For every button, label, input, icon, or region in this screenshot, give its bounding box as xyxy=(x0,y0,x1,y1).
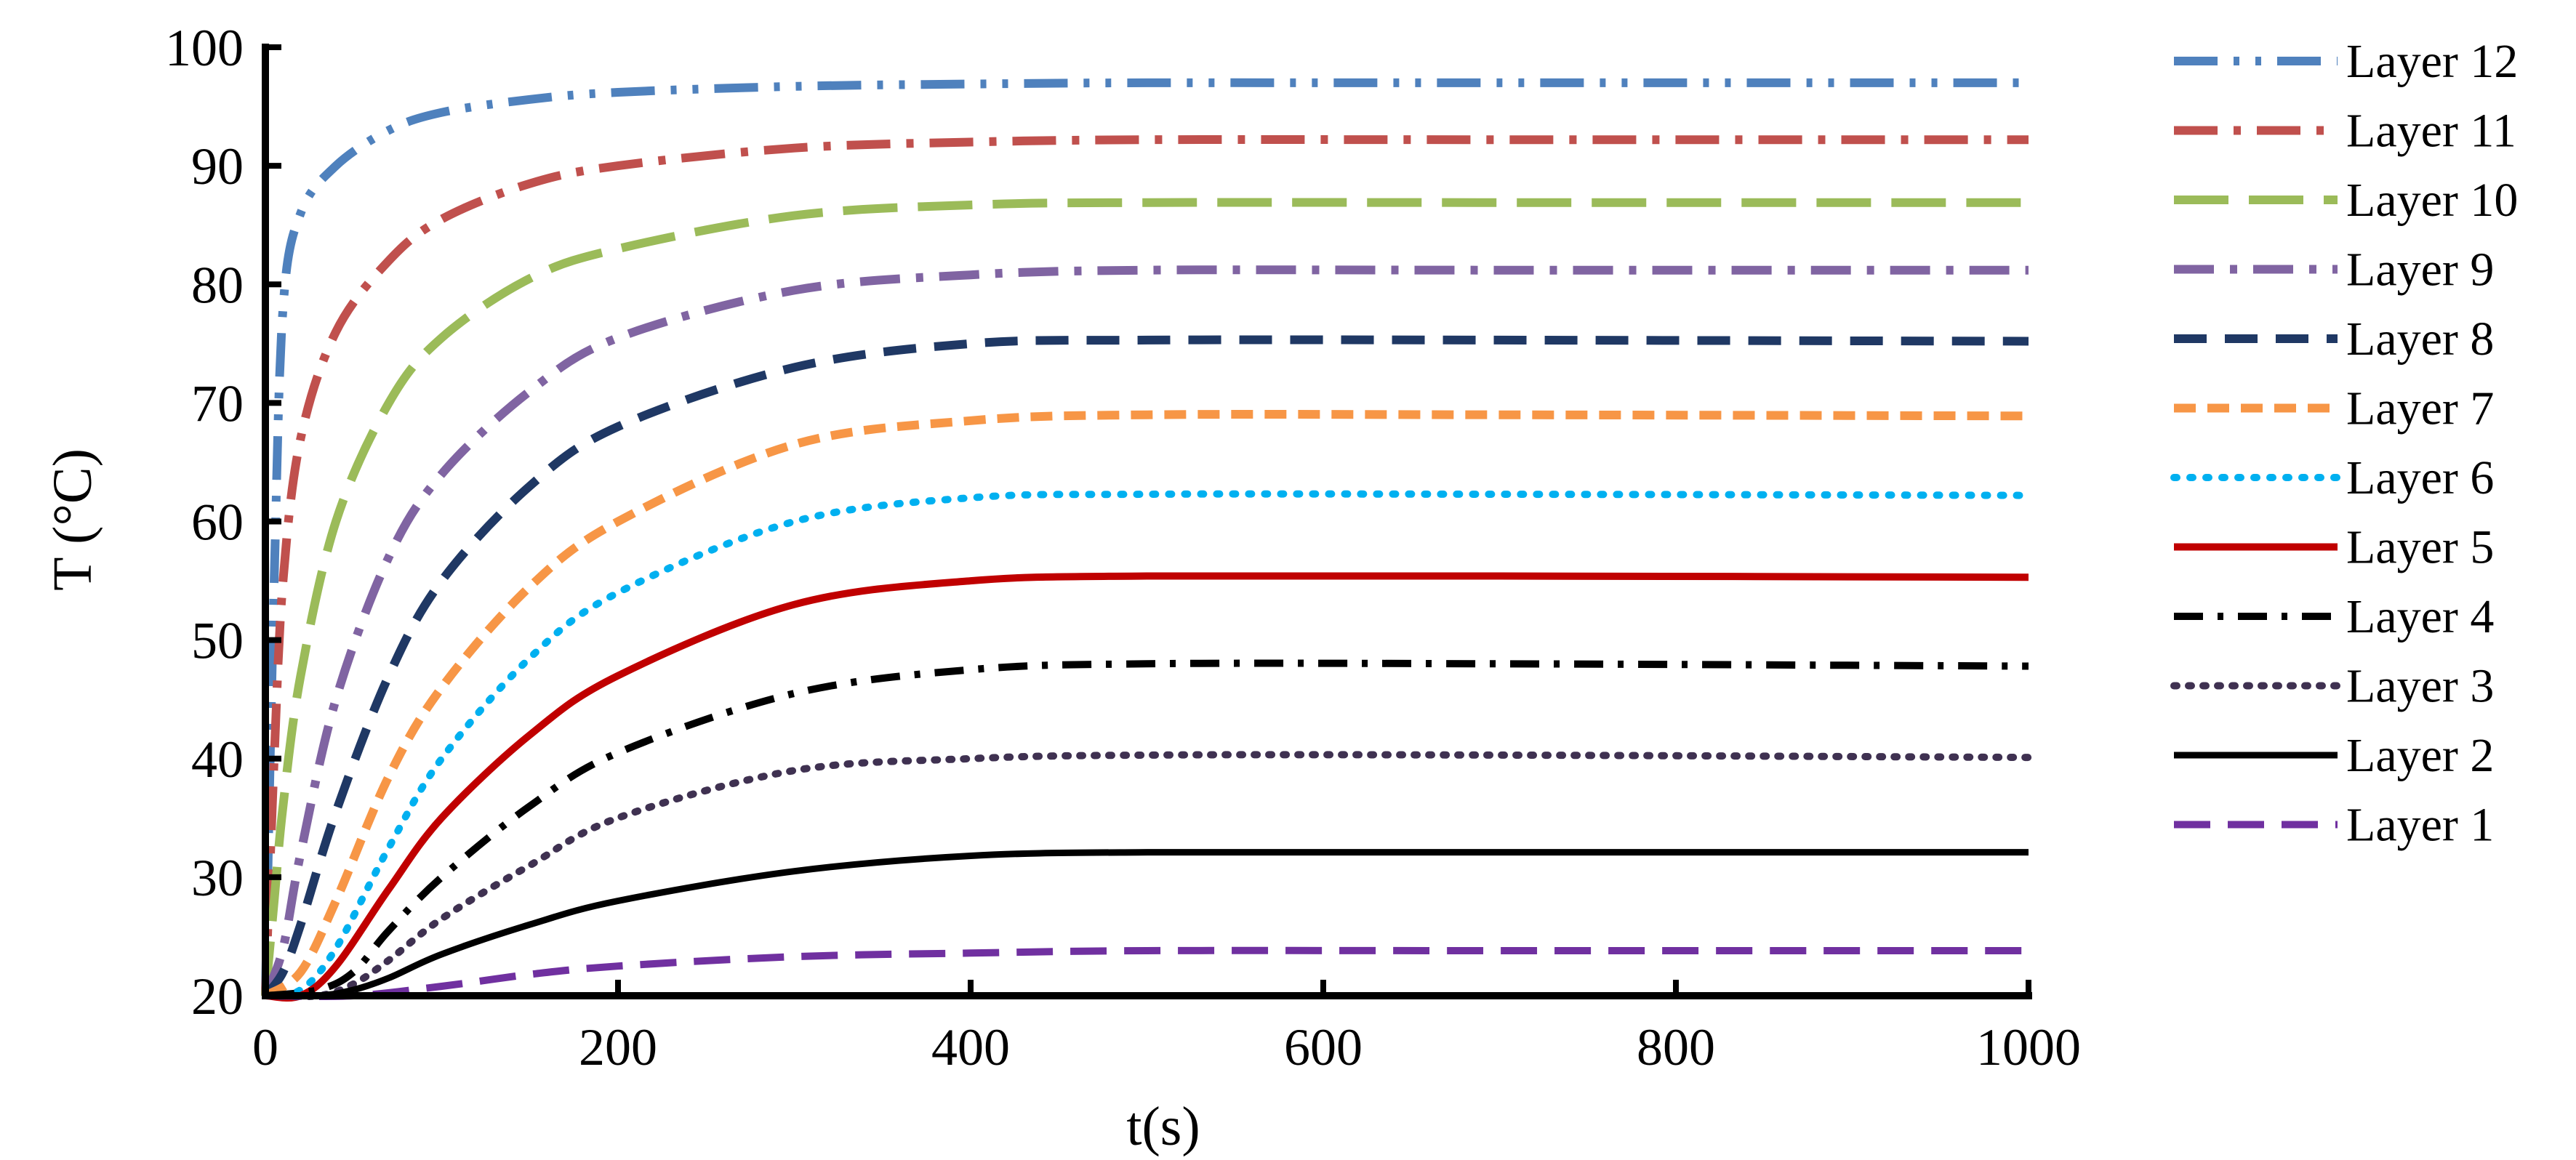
series-layer xyxy=(261,78,2032,1002)
series-line-layer-5 xyxy=(265,572,2029,1002)
series-line-layer-3 xyxy=(262,751,2032,1001)
y-tick-label: 100 xyxy=(165,19,244,77)
legend-label: Layer 5 xyxy=(2346,521,2494,574)
y-tick-label: 80 xyxy=(191,256,244,314)
legend-label: Layer 4 xyxy=(2346,590,2494,643)
x-tick-label: 800 xyxy=(1637,1018,1715,1076)
y-tick-label: 90 xyxy=(191,137,244,196)
y-ticks: 20 30 40 50 60 70 80 90 100 xyxy=(165,19,281,1026)
legend-label: Layer 2 xyxy=(2346,729,2494,782)
legend-label: Layer 3 xyxy=(2346,660,2494,713)
series-line-layer-9 xyxy=(261,265,2029,998)
legend-label: Layer 12 xyxy=(2346,35,2518,88)
x-tick-label: 1000 xyxy=(1976,1018,2081,1076)
legend: Layer 12 Layer 11 Layer 10 Layer 9 Layer 8 La… xyxy=(2170,35,2518,852)
y-tick-label: 50 xyxy=(191,612,244,670)
legend-label: Layer 8 xyxy=(2346,313,2494,366)
x-tick-label: 0 xyxy=(252,1018,278,1076)
series-line-layer-12 xyxy=(261,78,2029,996)
series-line-layer-2 xyxy=(265,848,2029,1000)
series-line-layer-1 xyxy=(265,946,2029,1000)
x-ticks: 0 200 400 600 800 1000 xyxy=(252,980,2081,1076)
legend-label: Layer 10 xyxy=(2346,174,2518,227)
y-tick-label: 70 xyxy=(191,374,244,432)
y-tick-label: 60 xyxy=(191,494,244,552)
y-tick-label: 30 xyxy=(191,849,244,907)
series-line-layer-7 xyxy=(262,410,2029,1000)
x-tick-label: 200 xyxy=(579,1018,657,1076)
series-line-layer-10 xyxy=(261,198,2029,996)
y-tick-label: 40 xyxy=(191,730,244,789)
x-tick-label: 600 xyxy=(1284,1018,1363,1076)
legend-label: Layer 1 xyxy=(2346,799,2494,852)
legend-label: Layer 9 xyxy=(2346,243,2494,297)
y-axis-title: T (°C) xyxy=(42,448,103,591)
series-line-layer-4 xyxy=(265,659,2029,999)
series-line-layer-8 xyxy=(262,335,2029,999)
x-tick-label: 400 xyxy=(931,1018,1010,1076)
series-line-layer-11 xyxy=(261,134,2029,996)
y-tick-label: 20 xyxy=(191,967,244,1026)
legend-label: Layer 7 xyxy=(2346,382,2494,435)
series-line-layer-6 xyxy=(262,490,2032,999)
legend-label: Layer 6 xyxy=(2346,451,2494,504)
x-axis-title: t(s) xyxy=(1126,1096,1200,1157)
legend-label: Layer 11 xyxy=(2346,105,2516,158)
